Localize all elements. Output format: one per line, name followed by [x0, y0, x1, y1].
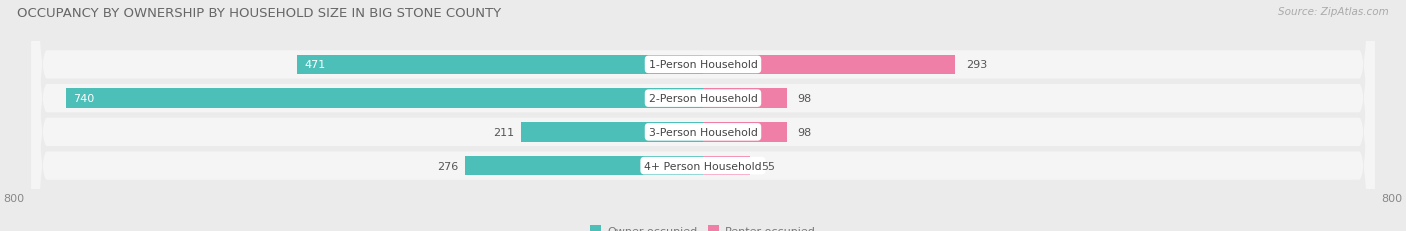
Text: 471: 471 [304, 60, 326, 70]
Bar [298, 55, 703, 75]
Text: 4+ Person Household: 4+ Person Household [644, 161, 762, 171]
Bar [522, 123, 703, 142]
Text: 740: 740 [73, 94, 94, 104]
Bar [703, 89, 787, 108]
Text: OCCUPANCY BY OWNERSHIP BY HOUSEHOLD SIZE IN BIG STONE COUNTY: OCCUPANCY BY OWNERSHIP BY HOUSEHOLD SIZE… [17, 7, 501, 20]
FancyBboxPatch shape [31, 0, 1375, 231]
Text: 276: 276 [437, 161, 458, 171]
Text: 3-Person Household: 3-Person Household [648, 127, 758, 137]
Text: 2-Person Household: 2-Person Household [648, 94, 758, 104]
FancyBboxPatch shape [31, 0, 1375, 231]
Text: 211: 211 [494, 127, 515, 137]
Text: 98: 98 [797, 127, 813, 137]
Bar [465, 156, 703, 176]
Text: 293: 293 [966, 60, 987, 70]
Text: 98: 98 [797, 94, 813, 104]
Text: Source: ZipAtlas.com: Source: ZipAtlas.com [1278, 7, 1389, 17]
Text: 1-Person Household: 1-Person Household [648, 60, 758, 70]
Bar [703, 55, 955, 75]
Bar [703, 123, 787, 142]
FancyBboxPatch shape [31, 0, 1375, 231]
Bar [66, 89, 703, 108]
Legend: Owner-occupied, Renter-occupied: Owner-occupied, Renter-occupied [586, 221, 820, 231]
Text: 55: 55 [761, 161, 775, 171]
FancyBboxPatch shape [31, 0, 1375, 231]
Bar [703, 156, 751, 176]
